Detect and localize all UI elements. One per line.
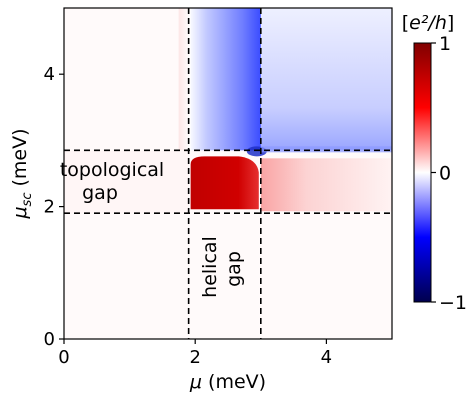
x-tick-label: 0 [58,347,69,368]
annotation-topological-gap-line-1: topological [60,159,164,181]
topological-gap-blob [190,156,259,210]
blue-edge-band [260,146,392,153]
axes-layer: 0 2 4 0 2 4 μ (meV) μsc (meV) [9,7,393,393]
colorbar-tick-label: 0 [439,163,451,185]
annotation-helical-gap-line-1: helical [199,236,221,298]
colorbar-label: [e²/h] [402,12,455,34]
y-tick-label: 4 [44,64,55,85]
region-right-band [260,158,392,212]
y-axis-label: μsc (meV) [9,128,35,219]
annotation-topological-gap-line-2: gap [82,182,118,204]
region-left-strip [178,8,191,151]
y-tick-label: 0 [44,329,55,350]
axes-frame [63,7,393,340]
region-left-band [64,150,189,214]
colorbar-tick-label: 1 [439,33,451,55]
colorbar-gradient [413,42,432,303]
x-axis-label: μ (meV) [189,371,266,393]
x-tick-label: 4 [321,347,332,368]
region-upper-right [260,8,392,151]
colorbar: 1 0 −1 [e²/h] [402,12,466,314]
x-tick-label: 2 [189,347,200,368]
y-tick-label: 2 [44,197,55,218]
annotation-helical-gap-line-2: gap [223,251,245,287]
colorbar-tick-label: −1 [439,292,466,314]
region-upper-strip [188,8,261,151]
